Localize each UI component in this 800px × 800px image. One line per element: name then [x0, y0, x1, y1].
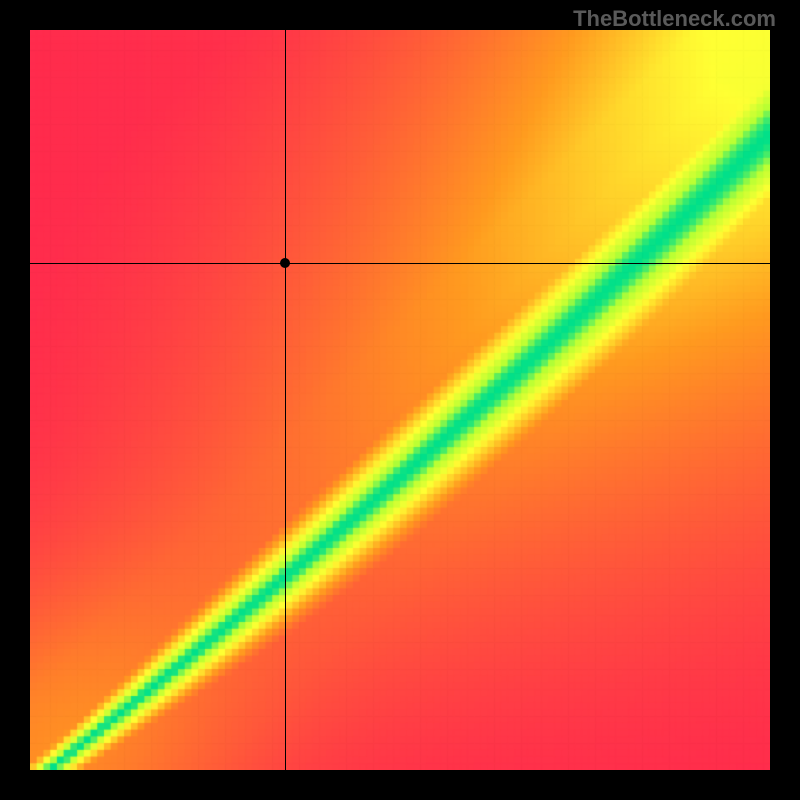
crosshair-marker	[280, 258, 290, 268]
crosshair-horizontal	[30, 263, 770, 264]
heatmap-plot	[30, 30, 770, 770]
crosshair-vertical	[285, 30, 286, 770]
chart-container: { "watermark": "TheBottleneck.com", "hea…	[0, 0, 800, 800]
heatmap-canvas	[30, 30, 770, 770]
watermark-text: TheBottleneck.com	[573, 6, 776, 32]
